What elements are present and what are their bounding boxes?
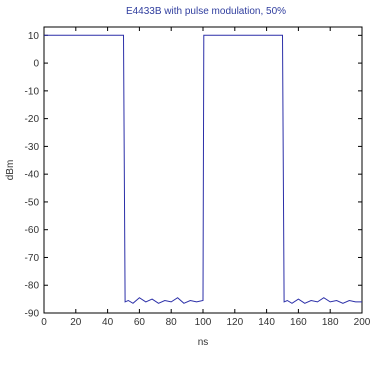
y-tick-label: 0 <box>33 59 39 70</box>
x-axis: 0 20 40 60 80 100 120 140 160 180 200 <box>41 27 371 328</box>
x-tick-label: 120 <box>226 317 243 328</box>
series-line <box>44 34 362 304</box>
y-axis-label: dBm <box>5 160 16 181</box>
y-tick-label: -40 <box>25 170 40 181</box>
y-tick-label: -70 <box>25 253 40 264</box>
x-tick-label: 140 <box>258 317 275 328</box>
y-tick-label: -10 <box>25 86 40 97</box>
y-tick-label: -30 <box>25 142 40 153</box>
y-tick-label: -20 <box>25 114 40 125</box>
y-axis: 10 0 -10 -20 -30 -40 -50 -60 -70 -80 -90 <box>25 31 362 320</box>
series-group <box>44 34 362 304</box>
x-tick-label: 160 <box>290 317 307 328</box>
x-tick-label: 60 <box>134 317 146 328</box>
x-tick-label: 80 <box>166 317 178 328</box>
y-tick-label: -80 <box>25 281 40 292</box>
x-tick-label: 40 <box>102 317 114 328</box>
y-tick-label: -90 <box>25 309 40 320</box>
y-tick-label: -60 <box>25 225 40 236</box>
x-axis-label: ns <box>198 337 209 348</box>
y-tick-label: -50 <box>25 197 40 208</box>
x-tick-label: 0 <box>41 317 47 328</box>
x-tick-label: 20 <box>70 317 82 328</box>
x-tick-label: 200 <box>354 317 371 328</box>
x-tick-label: 100 <box>195 317 212 328</box>
y-tick-label: 10 <box>28 31 40 42</box>
x-tick-label: 180 <box>322 317 339 328</box>
chart-title: E4433B with pulse modulation, 50% <box>126 6 286 17</box>
